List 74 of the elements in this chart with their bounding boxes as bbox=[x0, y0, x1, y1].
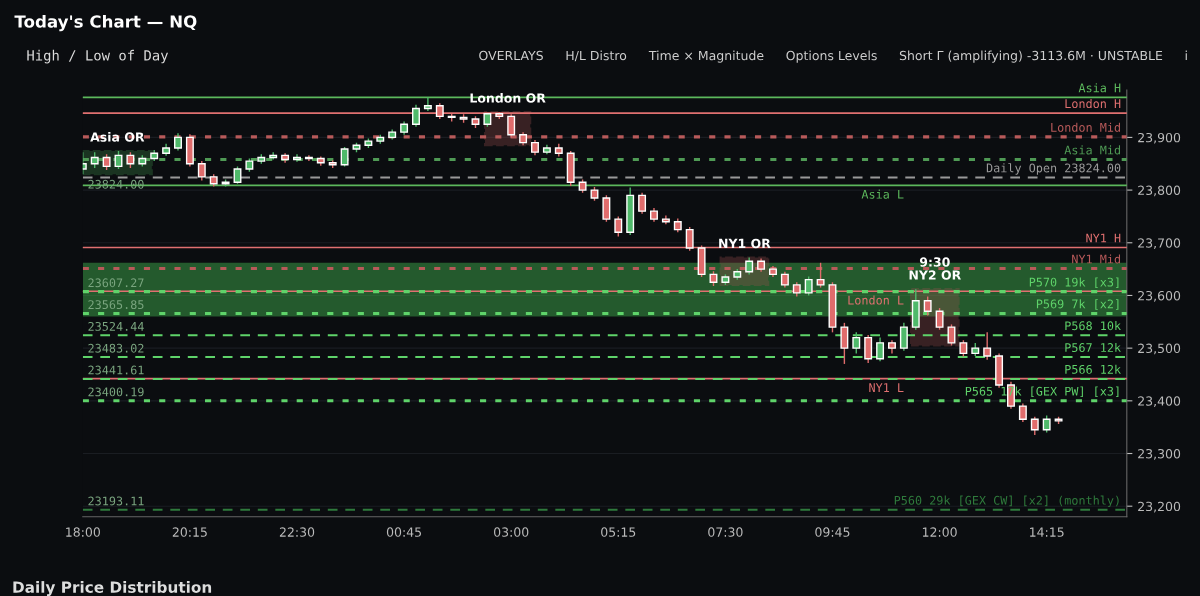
chart-subtitle: High / Low of Day bbox=[27, 49, 169, 64]
text: Options Levels bbox=[786, 50, 877, 63]
text: i bbox=[1185, 50, 1187, 61]
candlestick bbox=[1030, 415, 1039, 436]
x-tick-label: 20:15 bbox=[172, 527, 207, 537]
x-tick-label: 03:00 bbox=[494, 527, 529, 537]
candlestick bbox=[602, 194, 611, 223]
ref-line-label: Daily Open 23824.00 bbox=[986, 163, 1121, 175]
text: Short Γ (amplifying) -3113.6M · UNSTABLE bbox=[899, 50, 1163, 63]
candlestick bbox=[864, 334, 873, 364]
candlestick bbox=[304, 154, 313, 162]
x-tick-label: 18:00 bbox=[66, 527, 100, 537]
annotation: 23483.02 bbox=[88, 343, 144, 353]
candlestick bbox=[1018, 402, 1027, 423]
annotation: 23565.85 bbox=[88, 300, 144, 310]
candlestick bbox=[197, 160, 206, 182]
x-tick-label: 05:15 bbox=[601, 527, 636, 537]
candlestick bbox=[983, 331, 992, 361]
candlestick bbox=[899, 322, 908, 352]
chart-title: Today's Chart — NQ bbox=[14, 14, 197, 32]
ref-line-label: P570 19k [x3] bbox=[1029, 277, 1119, 288]
y-tick-label: 23,400 bbox=[1138, 396, 1181, 408]
y-tick-label: 23,700 bbox=[1138, 238, 1181, 249]
y-tick-label: 23,200 bbox=[1138, 501, 1181, 513]
band-label: Asia OR bbox=[90, 132, 145, 142]
ref-line-label: P566 12k bbox=[1065, 364, 1121, 374]
y-tick-label: 23,300 bbox=[1138, 448, 1181, 460]
x-tick-label: 07:30 bbox=[708, 527, 743, 537]
band-label: NY1 OR bbox=[719, 238, 771, 249]
ref-line-label: NY1 L bbox=[869, 383, 904, 392]
x-tick-label: 14:15 bbox=[1030, 527, 1064, 537]
candlestick bbox=[804, 275, 813, 297]
candlestick bbox=[935, 307, 944, 331]
ref-line-label: P569 7k [x2] bbox=[1036, 299, 1119, 310]
candlestick bbox=[947, 323, 956, 347]
annotation: 23441.61 bbox=[88, 365, 144, 375]
annotation: 23607.27 bbox=[88, 278, 144, 288]
candlestick bbox=[840, 322, 849, 365]
candlestick bbox=[816, 262, 825, 289]
annotation: 23400.19 bbox=[88, 387, 144, 397]
x-tick-label: 22:30 bbox=[279, 527, 315, 537]
band-label: 9:30 NY2 OR bbox=[909, 257, 961, 280]
ref-line-label: London Mid bbox=[1051, 122, 1120, 132]
x-tick-label: 12:00 bbox=[922, 527, 957, 537]
candlestick bbox=[614, 215, 623, 238]
ref-line-label: Asia L bbox=[861, 189, 904, 199]
candlestick bbox=[423, 96, 432, 112]
y-tick-label: 23,600 bbox=[1138, 290, 1181, 302]
ref-line-label: NY1 H bbox=[1086, 233, 1121, 243]
candlestick bbox=[876, 336, 885, 363]
candlestick bbox=[293, 153, 301, 163]
x-tick-label: 00:45 bbox=[386, 527, 422, 537]
ref-line-label: NY1 Mid bbox=[1072, 254, 1120, 264]
ref-line-label: P568 10k bbox=[1065, 321, 1121, 331]
candlestick bbox=[412, 104, 420, 128]
annotation: 23524.44 bbox=[88, 321, 144, 331]
text: Daily Price Distribution bbox=[13, 581, 212, 596]
ref-line-label: P567 12k bbox=[1065, 342, 1121, 353]
annotation: 23193.11 bbox=[88, 496, 144, 506]
y-tick-label: 23,500 bbox=[1138, 343, 1181, 355]
ref-line-label: Asia Mid bbox=[1064, 145, 1120, 155]
candlestick bbox=[638, 192, 647, 215]
candlestick bbox=[852, 331, 861, 355]
x-tick-label: 09:45 bbox=[815, 527, 850, 537]
text: H/L Distro bbox=[566, 50, 627, 62]
ref-line-label: P560 29k [GEX CW] [x2] (monthly) bbox=[894, 495, 1119, 508]
ref-line-label: Asia H bbox=[1078, 83, 1121, 93]
y-tick-label: 23,900 bbox=[1138, 132, 1181, 144]
text: OVERLAYS bbox=[479, 50, 543, 61]
ref-line-label: London H bbox=[1065, 98, 1121, 109]
y-tick-label: 23,800 bbox=[1138, 185, 1181, 197]
ref-line-label: London L bbox=[848, 295, 904, 305]
candlestick bbox=[923, 295, 932, 317]
text: Time × Magnitude bbox=[648, 50, 764, 63]
